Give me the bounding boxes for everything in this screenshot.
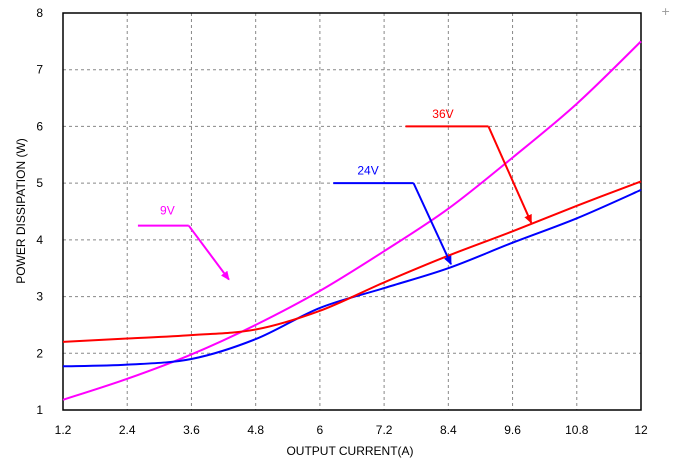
x-tick-label: 1.2 bbox=[55, 423, 72, 437]
x-tick-labels: 1.2 2.4 3.6 4.8 6 7.2 8.4 9.6 10.8 12 bbox=[55, 423, 648, 437]
annotation-label-24v: 24V bbox=[357, 164, 378, 178]
plot-frame bbox=[62, 12, 642, 411]
corner-glyph: + bbox=[661, 5, 670, 18]
grid-lines bbox=[63, 13, 641, 410]
x-axis-label: OUTPUT CURRENT(A) bbox=[286, 444, 413, 458]
annotation-label-36v: 36V bbox=[432, 107, 453, 121]
x-tick-label: 9.6 bbox=[504, 423, 521, 437]
y-tick-label: 7 bbox=[36, 63, 43, 77]
x-tick-label: 2.4 bbox=[119, 423, 136, 437]
y-tick-labels: 1 2 3 4 5 6 7 8 bbox=[36, 6, 43, 417]
series-layer bbox=[62, 40, 642, 401]
annotation-layer: 9V 24V 36V bbox=[137, 107, 533, 281]
y-tick-label: 5 bbox=[36, 176, 43, 190]
x-tick-label: 4.8 bbox=[247, 423, 264, 437]
x-tick-label: 6 bbox=[317, 423, 324, 437]
y-tick-label: 8 bbox=[36, 6, 43, 20]
y-tick-label: 2 bbox=[36, 346, 43, 360]
x-tick-label: 7.2 bbox=[376, 423, 393, 437]
annotation-label-9v: 9V bbox=[160, 203, 175, 217]
x-tick-label: 10.8 bbox=[565, 423, 589, 437]
y-axis-label: POWER DISSIPATION (W) bbox=[14, 138, 28, 284]
series-line-24v bbox=[62, 188, 642, 368]
y-tick-label: 4 bbox=[36, 233, 43, 247]
annotation-arrow-24v bbox=[412, 182, 452, 266]
y-tick-label: 3 bbox=[36, 290, 43, 304]
x-tick-label: 3.6 bbox=[183, 423, 200, 437]
y-tick-label: 1 bbox=[36, 403, 43, 417]
series-line-9v bbox=[62, 40, 642, 401]
annotation-arrow-9v bbox=[187, 225, 230, 281]
x-tick-label: 8.4 bbox=[440, 423, 457, 437]
y-tick-label: 6 bbox=[36, 119, 43, 133]
x-tick-label: 12 bbox=[634, 423, 648, 437]
annotation-arrow-36v bbox=[487, 126, 533, 224]
series-line-36v bbox=[62, 180, 642, 343]
